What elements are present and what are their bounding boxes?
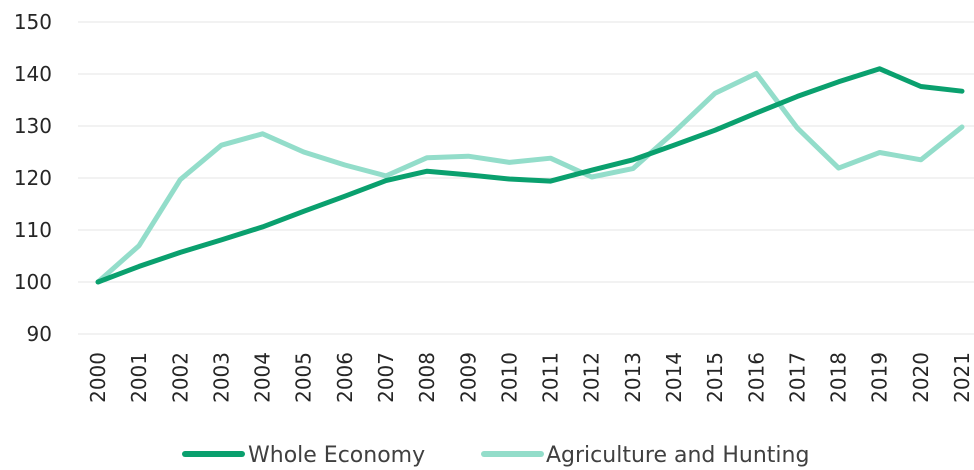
legend-label-whole-economy: Whole Economy	[248, 443, 425, 468]
x-tick-label-2017: 2017	[785, 352, 809, 403]
x-tick-label-2018: 2018	[827, 352, 851, 403]
x-tick-label-2004: 2004	[251, 352, 275, 403]
gridlines	[78, 21, 974, 335]
x-tick-label-2007: 2007	[374, 352, 398, 403]
x-tick-label-2012: 2012	[580, 352, 604, 403]
y-tick-label-150: 150	[14, 10, 52, 34]
series-lines	[95, 66, 965, 285]
x-tick-label-2019: 2019	[868, 352, 892, 403]
x-tick-label-2021: 2021	[950, 352, 974, 403]
series-points-whole-economy	[97, 68, 963, 283]
x-tick-label-2014: 2014	[662, 352, 686, 403]
x-tick-label-2008: 2008	[415, 352, 439, 403]
x-tick-label-2013: 2013	[621, 352, 645, 403]
x-tick-label-2001: 2001	[127, 352, 151, 403]
series-line-whole-economy	[95, 66, 965, 285]
series-line-agriculture-and-hunting	[95, 71, 965, 285]
x-tick-label-2003: 2003	[209, 352, 233, 403]
y-tick-label-110: 110	[14, 218, 52, 242]
x-tick-label-2000: 2000	[86, 352, 110, 403]
y-tick-label-90: 90	[27, 322, 52, 346]
x-tick-label-2002: 2002	[168, 352, 192, 403]
x-tick-label-2020: 2020	[909, 352, 933, 403]
x-axis-tick-labels: 2000 2001 2002 2003 2004 2005 2006 2007 2008 2009…	[86, 352, 974, 403]
series-points-agriculture-and-hunting	[97, 73, 963, 283]
legend-item-whole-economy: Whole Economy	[182, 443, 425, 468]
x-tick-label-2006: 2006	[333, 352, 357, 403]
x-tick-label-2009: 2009	[456, 352, 480, 403]
x-tick-label-2015: 2015	[703, 352, 727, 403]
x-tick-label-2010: 2010	[497, 352, 521, 403]
y-tick-label-140: 140	[14, 62, 52, 86]
y-axis-tick-labels: 90 100 110 120 130 140 150	[14, 10, 52, 346]
legend: Whole Economy Agriculture and Hunting	[182, 443, 809, 468]
y-tick-label-120: 120	[14, 166, 52, 190]
x-tick-label-2016: 2016	[744, 352, 768, 403]
x-tick-label-2005: 2005	[292, 352, 316, 403]
y-tick-label-100: 100	[14, 270, 52, 294]
y-tick-label-130: 130	[14, 114, 52, 138]
legend-item-agriculture-and-hunting: Agriculture and Hunting	[481, 443, 809, 468]
legend-label-agriculture-and-hunting: Agriculture and Hunting	[546, 443, 809, 468]
x-tick-label-2011: 2011	[539, 352, 563, 403]
